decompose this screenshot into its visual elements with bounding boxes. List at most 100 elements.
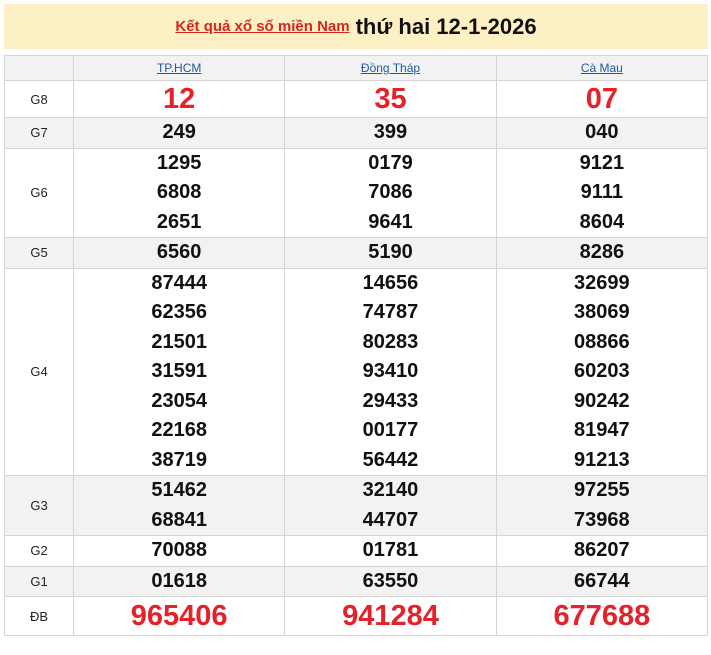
winning-number: 941284 (342, 600, 439, 632)
prize-cell: 01781 (284, 535, 497, 567)
prize-cell: 01618 (72, 565, 286, 597)
prize-cell: 249 (72, 117, 286, 149)
winning-number: 14656 (362, 271, 419, 294)
winning-number: 44707 (362, 508, 419, 531)
prize-row-g5: G5 6560 5190 8286 (4, 237, 709, 269)
prize-label: G6 (4, 147, 74, 238)
prize-label: G1 (4, 565, 74, 597)
prize-cell: 63550 (284, 565, 497, 597)
prize-cell: 6560 (72, 237, 286, 269)
winning-number: 7086 (368, 181, 413, 203)
winning-number: 62356 (151, 301, 207, 323)
winning-number: 249 (162, 121, 196, 143)
winning-number: 08866 (574, 330, 630, 353)
prize-cell: 87444 62356 21501 31591 23054 22168 38719 (72, 267, 286, 476)
winning-number: 38719 (151, 448, 207, 471)
winning-number: 399 (373, 121, 408, 143)
winning-number: 91213 (574, 448, 630, 471)
winning-number: 0179 (368, 151, 413, 174)
winning-number: 32140 (362, 479, 419, 501)
winning-number: 31591 (151, 360, 207, 382)
prize-header-cell (4, 55, 74, 81)
winning-number: 1295 (156, 151, 202, 174)
prize-cell: 51462 68841 (72, 475, 286, 536)
winning-number: 965406 (130, 600, 228, 632)
winning-number: 87444 (151, 271, 207, 294)
prize-row-g6: G6 1295 6808 2651 0179 7086 9641 9121 9111 8604 (4, 147, 709, 238)
winning-number: 9121 (579, 151, 625, 174)
prize-row-g2: G2 70088 01781 86207 (4, 535, 709, 567)
prize-label: G5 (4, 237, 74, 269)
winning-number: 81947 (574, 419, 630, 441)
winning-number: 56442 (362, 448, 419, 471)
prize-cell: 32140 44707 (284, 475, 497, 536)
winning-number: 22168 (151, 419, 207, 441)
prize-cell: 5190 (284, 237, 497, 269)
winning-number: 32699 (574, 271, 630, 294)
winning-number: 01781 (362, 539, 419, 561)
prize-row-g4: G4 87444 62356 21501 31591 23054 22168 38719 146… (4, 267, 709, 476)
prize-cell: 8286 (495, 237, 709, 269)
winning-number: 29433 (362, 389, 419, 412)
prize-cell: 965406 (72, 596, 286, 636)
winning-number: 5190 (368, 241, 413, 263)
winning-number: 38069 (574, 301, 630, 323)
prize-cell: 07 (495, 80, 709, 118)
results-title: Kết quả xổ số miền Nam thứ hai 12-1-2026 (4, 4, 708, 49)
prize-label: G8 (4, 80, 74, 118)
winning-number: 040 (585, 121, 619, 143)
winning-number: 63550 (362, 569, 419, 592)
prize-cell: 12 (72, 80, 286, 118)
prize-cell: 32699 38069 08866 60203 90242 81947 91213 (495, 267, 709, 476)
region-results-link[interactable]: Kết quả xổ số miền Nam (175, 18, 350, 35)
province-header: Cà Mau (495, 55, 709, 81)
winning-number: 6808 (156, 181, 202, 203)
winning-number: 12 (163, 83, 196, 115)
prize-cell: 97255 73968 (495, 475, 709, 536)
winning-number: 23054 (151, 389, 207, 412)
winning-number: 51462 (151, 479, 207, 501)
winning-number: 8286 (579, 241, 625, 263)
prize-label: G2 (4, 535, 74, 567)
prize-cell: 399 (284, 117, 497, 149)
prize-label: G4 (4, 267, 74, 476)
prize-row-đb: ĐB 965406 941284 677688 (4, 596, 709, 636)
prize-cell: 9121 9111 8604 (495, 147, 709, 238)
winning-number: 9111 (580, 181, 623, 203)
prize-cell: 040 (495, 117, 709, 149)
winning-number: 00177 (362, 419, 419, 441)
winning-number: 66744 (574, 569, 630, 592)
province-header-row: TP.HCM Đồng Tháp Cà Mau (4, 55, 709, 81)
winning-number: 6560 (156, 241, 202, 263)
winning-number: 70088 (151, 539, 207, 561)
prize-row-g7: G7 249 399 040 (4, 117, 709, 149)
winning-number: 73968 (574, 508, 630, 531)
winning-number: 9641 (368, 210, 413, 233)
winning-number: 01618 (151, 569, 207, 592)
prize-cell: 86207 (495, 535, 709, 567)
winning-number: 60203 (574, 360, 630, 382)
winning-number: 35 (374, 83, 407, 115)
province-link-tphcm[interactable]: TP.HCM (156, 61, 202, 75)
winning-number: 74787 (362, 301, 419, 323)
winning-number: 90242 (574, 389, 630, 412)
prize-cell: 70088 (72, 535, 286, 567)
prize-row-g1: G1 01618 63550 66744 (4, 565, 709, 597)
prize-cell: 66744 (495, 565, 709, 597)
prize-cell: 0179 7086 9641 (284, 147, 497, 238)
province-link-dong-thap[interactable]: Đồng Tháp (360, 61, 421, 75)
prize-cell: 35 (284, 80, 497, 118)
results-table: TP.HCM Đồng Tháp Cà Mau G8 12 35 07 G7 249 399… (4, 55, 709, 636)
prize-label: G7 (4, 117, 74, 149)
winning-number: 2651 (156, 210, 202, 233)
prize-cell: 14656 74787 80283 93410 29433 00177 56442 (284, 267, 497, 476)
prize-cell: 677688 (495, 596, 709, 636)
winning-number: 8604 (579, 210, 625, 233)
winning-number: 68841 (151, 508, 207, 531)
prize-row-g3: G3 51462 68841 32140 44707 97255 73968 (4, 475, 709, 536)
winning-number: 677688 (553, 600, 651, 632)
province-header: TP.HCM (72, 55, 286, 81)
winning-number: 86207 (574, 539, 630, 561)
province-link-ca-mau[interactable]: Cà Mau (580, 61, 623, 75)
prize-row-g8: G8 12 35 07 (4, 80, 709, 118)
